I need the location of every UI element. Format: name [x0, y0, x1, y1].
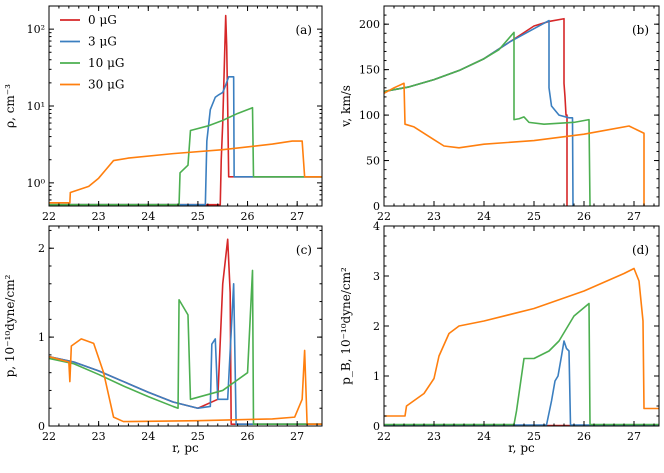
x-tick-label-d: 25 — [527, 430, 541, 443]
y-tick-label-d: 0 — [373, 420, 380, 433]
y-tick-label-d: 3 — [373, 270, 380, 283]
series-line-c-3G — [49, 282, 322, 426]
panel-label-d: (d) — [632, 243, 649, 257]
y-tick-label-d: 1 — [373, 370, 380, 383]
x-tick-label-b: 27 — [627, 210, 641, 223]
y-tick-label-a: 10¹ — [27, 100, 45, 113]
x-tick-label-d: 26 — [577, 430, 591, 443]
x-tick-label-b: 25 — [527, 210, 541, 223]
y-axis-label-b: v, km/s — [339, 85, 353, 128]
y-tick-label-d: 2 — [373, 320, 380, 333]
panel-label-a: (a) — [295, 23, 312, 37]
x-tick-label-a: 25 — [191, 210, 205, 223]
x-axis-label-c: r, pc — [172, 441, 199, 455]
y-tick-label-c: 0 — [38, 420, 45, 433]
x-tick-label-d: 23 — [427, 430, 441, 443]
x-tick-label-d: 24 — [477, 430, 491, 443]
y-axis-label-d: p_B, 10⁻¹⁰dyne/cm² — [339, 267, 353, 385]
series-line-b-30G — [384, 82, 645, 206]
y-tick-label-b: 50 — [366, 155, 380, 168]
x-tick-label-c: 23 — [92, 430, 106, 443]
legend-label: 30 μG — [88, 78, 124, 92]
y-tick-label-d: 4 — [373, 220, 380, 233]
panel-b: 22 23 24 25 26 27 0 50 100 150 200 (b) v, km/s — [339, 5, 660, 223]
x-tick-label-a: 23 — [92, 210, 106, 223]
series-line-d-10G — [384, 302, 659, 426]
x-tick-label-b: 26 — [577, 210, 591, 223]
axes-frame-d — [383, 225, 660, 427]
legend-label: 10 μG — [88, 56, 124, 70]
x-axis-label-d: r, pc — [508, 441, 535, 455]
x-tick-label-a: 24 — [141, 210, 155, 223]
y-tick-label-b: 200 — [359, 18, 380, 31]
x-tick-label-d: 22 — [377, 430, 391, 443]
y-tick-label-b: 100 — [359, 109, 380, 122]
legend: 0 μG 3 μG 10 μG 30 μG — [60, 13, 124, 92]
legend-label: 0 μG — [88, 13, 117, 27]
x-tick-label-c: 26 — [241, 430, 255, 443]
series-line-c-0G — [49, 238, 322, 426]
panel-c: 22 23 24 25 26 27 0 1 2 (c) r, pc p, 10⁻¹⁰dyne/cm² — [3, 225, 323, 455]
panel-label-b: (b) — [632, 23, 649, 37]
x-tick-label-a: 27 — [290, 210, 304, 223]
x-tick-label-c: 25 — [191, 430, 205, 443]
y-tick-label-a: 10⁰ — [27, 177, 46, 190]
series-line-c-10G — [49, 269, 322, 426]
y-tick-label-b: 150 — [359, 64, 380, 77]
series-group-d — [384, 267, 659, 426]
x-tick-label-b: 23 — [427, 210, 441, 223]
y-tick-label-b: 0 — [373, 200, 380, 213]
x-tick-label-b: 24 — [477, 210, 491, 223]
series-group-b — [384, 17, 645, 206]
panel-label-c: (c) — [296, 243, 312, 257]
series-line-b-10G — [384, 31, 591, 206]
series-line-d-30G — [384, 267, 659, 417]
x-tick-label-c: 24 — [141, 430, 155, 443]
series-line-a-30G — [49, 140, 322, 204]
y-tick-label-c: 1 — [38, 331, 45, 344]
x-tick-label-d: 27 — [627, 430, 641, 443]
x-tick-label-c: 27 — [290, 430, 304, 443]
x-tick-label-c: 22 — [42, 430, 56, 443]
panel-a: 22 23 24 25 26 27 10⁰ 10¹ 10² (a) ρ, cm⁻³ — [3, 5, 323, 223]
series-line-a-0G — [49, 14, 322, 206]
series-line-b-3G — [384, 19, 574, 206]
y-tick-label-a: 10² — [27, 23, 45, 36]
axes-frame-c — [48, 225, 323, 427]
y-axis-label-a: ρ, cm⁻³ — [3, 84, 17, 128]
legend-label: 3 μG — [88, 35, 117, 49]
y-tick-label-c: 2 — [38, 242, 45, 255]
x-tick-label-a: 22 — [42, 210, 56, 223]
series-line-d-3G — [384, 340, 659, 426]
series-group-a — [49, 14, 322, 206]
y-axis-label-c: p, 10⁻¹⁰dyne/cm² — [3, 274, 17, 377]
series-line-c-30G — [49, 338, 322, 426]
series-line-b-0G — [384, 17, 568, 206]
series-line-a-10G — [49, 106, 322, 206]
x-tick-label-b: 22 — [377, 210, 391, 223]
x-tick-label-a: 26 — [241, 210, 255, 223]
series-group-c — [49, 238, 322, 426]
